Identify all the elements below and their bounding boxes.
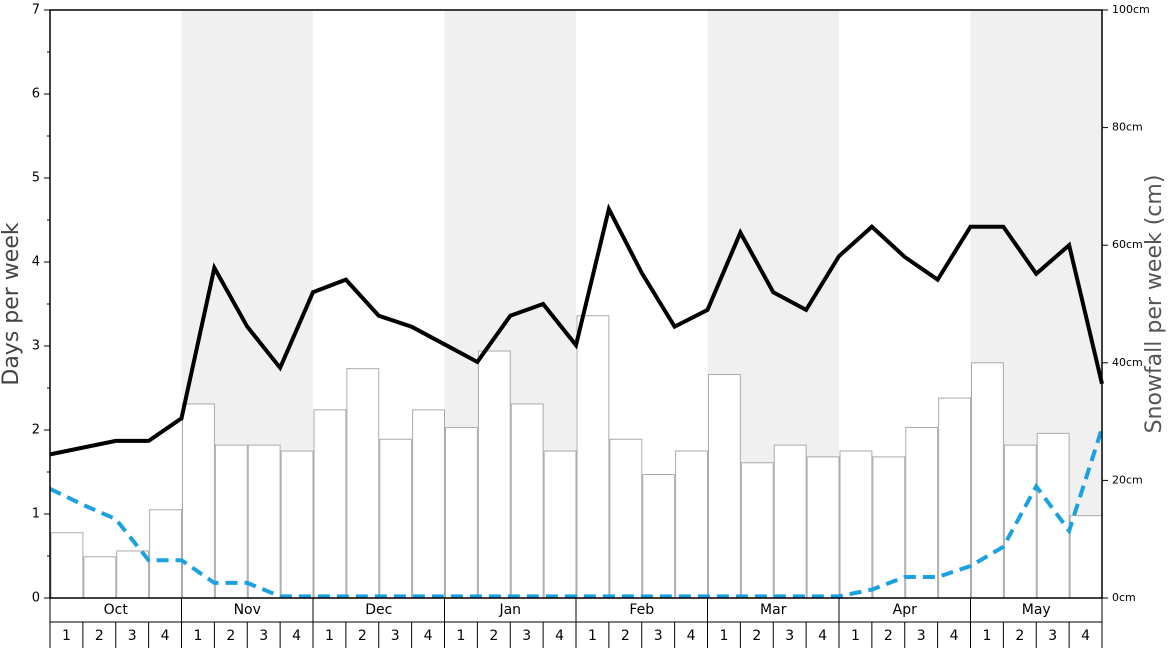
month-label: Apr [893,602,917,618]
bar [445,426,478,599]
x-tick-label: 2 [358,628,367,644]
y-tick-label: 2 [32,423,40,438]
y-tick-label: 6 [32,87,40,102]
x-tick-label: 4 [161,628,170,644]
bar [1003,444,1037,599]
bar [346,368,380,599]
bar [872,456,906,599]
x-tick-label: 1 [193,628,202,644]
month-label: Oct [104,602,129,618]
bar [50,532,84,599]
y-axis-label: Days per week [0,222,24,385]
bar [675,450,708,599]
x-tick-label: 3 [522,628,531,644]
x-tick-label: 2 [752,628,761,644]
y-tick-label: 7 [32,3,40,18]
x-tick-label: 2 [1015,628,1024,644]
x-tick-label: 2 [226,628,235,644]
bar [379,438,413,599]
bar [773,444,807,599]
month-label: Nov [234,602,261,618]
y2-axis-label: Snowfall per week (cm) [1142,175,1167,434]
bar [642,474,676,599]
y2-tick-label: 20cm [1112,473,1143,486]
month-label: May [1022,602,1051,618]
bar [510,403,544,599]
bar [1036,432,1070,599]
bar [938,397,971,599]
y-tick-label: 1 [32,507,40,522]
y2-tick-label: 60cm [1112,238,1143,251]
x-tick-label: 4 [292,628,301,644]
x-tick-label: 4 [424,628,433,644]
bar [543,450,577,599]
x-tick-label: 1 [719,628,728,644]
x-tick-label: 3 [654,628,663,644]
x-tick-label: 4 [818,628,827,644]
month-label: Feb [629,602,654,618]
bar [708,374,741,599]
x-tick-label: 1 [588,628,597,644]
y2-tick-label: 100cm [1112,3,1150,16]
bar [116,550,150,599]
bar [280,450,314,599]
x-tick-label: 3 [1048,628,1057,644]
bar [1069,515,1103,599]
bar [182,403,215,599]
line-series [49,203,1104,457]
month-label: Jan [498,602,521,618]
y2-tick-label: 40cm [1112,356,1143,369]
line-series [49,427,1104,599]
bar [149,509,182,599]
x-tick-label: 3 [917,628,926,644]
x-tick-label: 1 [325,628,334,644]
x-tick-label: 2 [95,628,104,644]
bar [214,444,248,599]
x-tick-label: 4 [1081,628,1090,644]
x-tick-label: 1 [62,628,71,644]
bar [477,350,511,599]
x-tick-label: 1 [982,628,991,644]
bar [83,556,117,599]
bar [905,426,939,599]
bar [740,462,774,599]
x-tick-label: 3 [785,628,794,644]
x-tick-label: 3 [259,628,268,644]
y2-tick-label: 0cm [1112,591,1136,604]
x-tick-label: 1 [851,628,860,644]
x-tick-label: 4 [687,628,696,644]
y-tick-label: 0 [32,591,40,606]
month-label: Dec [365,602,392,618]
x-tick-label: 2 [621,628,630,644]
bar [247,444,281,599]
x-tick-label: 3 [391,628,400,644]
bar [576,315,610,599]
month-label: Mar [760,602,787,618]
x-tick-label: 1 [456,628,465,644]
bar [806,456,840,599]
x-tick-label: 2 [489,628,498,644]
y-tick-label: 3 [32,339,40,354]
bar [839,450,873,599]
x-tick-label: 4 [950,628,959,644]
bar [412,409,445,599]
x-tick-label: 3 [128,628,137,644]
y-tick-label: 4 [32,255,40,270]
bar [609,438,643,599]
y2-tick-label: 80cm [1112,121,1143,134]
bar [313,409,347,599]
y-tick-label: 5 [32,171,40,186]
x-tick-label: 2 [884,628,893,644]
x-tick-label: 4 [555,628,564,644]
bar [971,362,1004,599]
